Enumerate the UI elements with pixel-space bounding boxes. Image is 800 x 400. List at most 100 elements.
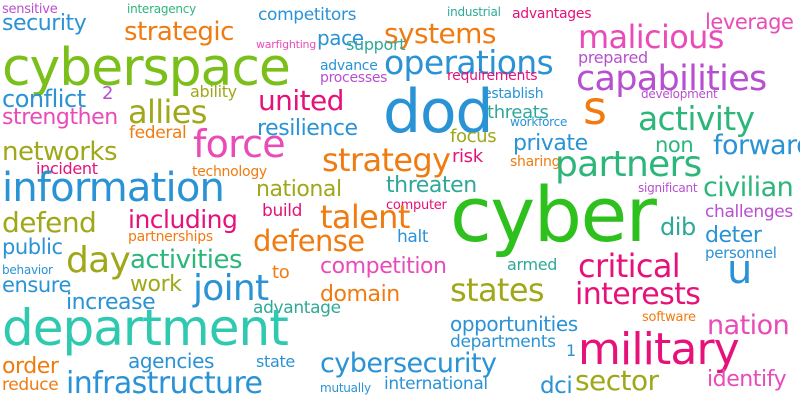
word: public [2,235,63,259]
word: domain [320,282,400,307]
word: infrastructure [66,366,263,400]
word: competition [320,254,447,279]
word: personnel [705,244,777,262]
word: private [513,131,588,156]
word: s [583,81,607,135]
word: competitors [258,5,357,25]
word: significant [638,181,698,195]
word: establish [483,86,544,102]
word: armed [507,255,558,274]
word: states [450,271,545,309]
word: sector [575,364,659,397]
word: dib [660,213,696,241]
word: interagency [127,2,196,16]
word: build [262,201,303,221]
word: workforce [510,115,568,129]
word: nation [707,310,790,341]
word: interests [575,277,701,312]
word: u [727,247,752,293]
word: conflict [2,85,86,113]
word: department [2,299,289,357]
word: resilience [257,116,358,141]
word: dod [383,77,493,147]
word: incident [36,159,98,178]
word: to [272,262,290,283]
word: opportunities [450,312,578,336]
word: increase [66,290,156,315]
word: united [258,84,344,117]
word: behavior [2,263,53,277]
word: pace [317,26,364,50]
word: 2 [102,83,114,104]
word: ability [190,82,237,101]
word: sharing [510,154,561,170]
word: malicious [578,18,724,56]
word: activity [638,99,755,138]
word: dci [540,373,573,399]
word: requirements [447,68,538,84]
word: work [130,272,182,297]
word: forward [713,130,800,161]
word: allies [128,93,207,131]
word: reduce [2,375,59,395]
word: day [66,240,131,281]
word: 1 [566,341,576,360]
word: departments [450,332,556,352]
word: order [2,354,59,379]
word: industrial [447,5,501,19]
word: advance [320,58,378,74]
word: focus [450,126,497,147]
word: civilian [703,172,794,203]
word: advantage [253,298,341,318]
word: processes [320,70,388,86]
word: leverage [705,10,794,34]
word: cyber [450,170,657,259]
word: cybersecurity [320,348,497,379]
word: state [256,352,295,371]
word: cyberspace [2,38,291,98]
word: international [384,374,488,394]
word: security [2,11,87,36]
word: mutually [320,381,371,395]
word: challenges [705,202,793,222]
word: partnerships [128,229,213,245]
word: ensure [2,273,72,297]
word: agencies [128,349,215,373]
word: software [642,310,696,325]
word: risk [452,146,483,167]
word: national [256,177,342,202]
word: including [128,205,238,234]
word: threats [487,102,549,123]
word: deter [705,223,762,248]
word: development [641,87,718,101]
word: joint [193,268,269,309]
word: military [578,324,740,375]
word: non [655,133,694,157]
word: force [193,122,286,166]
word: computer [386,198,447,213]
word: strengthen [2,105,118,130]
word: halt [397,227,429,247]
word: defense [253,224,365,258]
word: partners [555,144,702,185]
word: information [2,165,225,211]
word: advantages [512,6,592,22]
word: operations [384,43,554,82]
word: activities [130,245,243,275]
word: defend [2,206,97,239]
word: prepared [578,48,648,67]
word: federal [129,123,187,143]
word: strategic [124,17,234,47]
word: strategy [322,141,451,179]
word: warfighting [256,38,317,51]
word: support [346,35,406,54]
word: identify [707,367,787,392]
word: critical [578,247,681,285]
word: threaten [386,173,477,198]
word: talent [320,198,410,236]
word: networks [2,137,118,167]
word: technology [192,164,267,180]
word: capabilities [576,59,767,99]
word: sensitive [2,2,58,17]
